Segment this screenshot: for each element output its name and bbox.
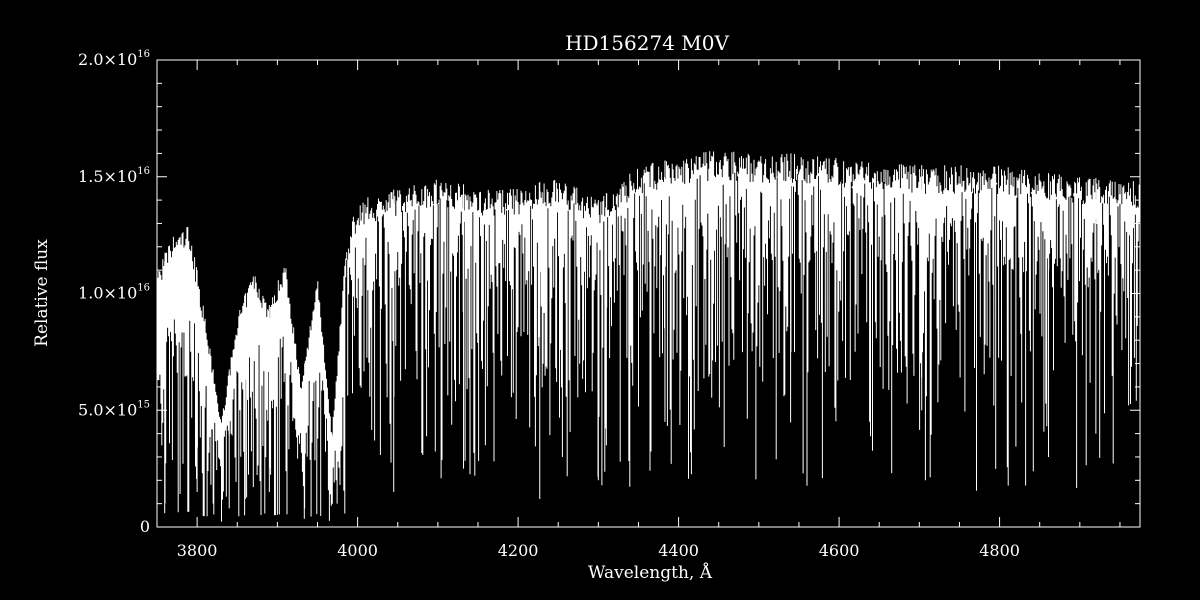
axis-ticks — [156, 59, 1140, 528]
y-tick-label: 2.0×1016 — [78, 49, 150, 69]
x-tick-label: 4800 — [979, 541, 1020, 560]
y-tick-exponent: 16 — [137, 283, 150, 294]
x-tick-label: 4600 — [819, 541, 860, 560]
y-tick-exponent: 16 — [137, 49, 150, 60]
x-tick-label: 3800 — [177, 541, 218, 560]
y-tick-mantissa: 0 — [140, 517, 150, 536]
x-tick-label: 4200 — [498, 541, 539, 560]
y-axis-label: Relative flux — [32, 239, 52, 347]
y-tick-mantissa: 5.0×10 — [78, 400, 137, 419]
y-tick-label: 5.0×1015 — [78, 399, 150, 419]
y-tick-mantissa: 1.5×10 — [78, 167, 137, 186]
chart-title: HD156274 M0V — [565, 31, 729, 55]
spectrum-series — [156, 151, 1140, 522]
x-tick-label: 4000 — [337, 541, 378, 560]
y-tick-exponent: 16 — [137, 166, 150, 177]
y-tick-label: 1.5×1016 — [78, 166, 150, 186]
y-tick-mantissa: 1.0×10 — [78, 284, 137, 303]
y-tick-label: 0 — [140, 517, 150, 536]
x-tick-labels: 3800 4000 4200 4400 4600 4800 — [177, 541, 1020, 560]
x-tick-label: 4400 — [658, 541, 699, 560]
y-tick-label: 1.0×1016 — [78, 283, 150, 303]
y-tick-exponent: 15 — [137, 399, 150, 410]
x-axis-label: Wavelength, Å — [588, 562, 713, 583]
y-tick-mantissa: 2.0×10 — [78, 50, 137, 69]
